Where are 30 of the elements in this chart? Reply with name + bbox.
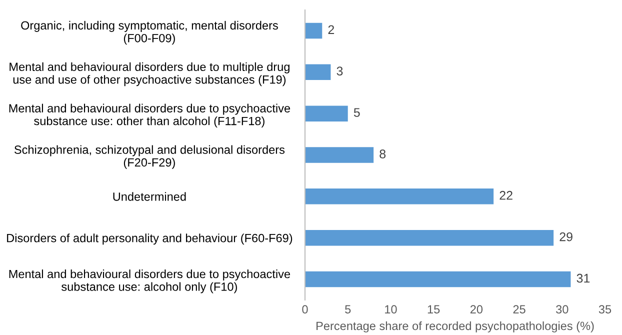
data-label: 3 [336,66,343,76]
y-tick-label: Undetermined [113,192,186,201]
data-label: 5 [354,108,360,117]
x-tick-label: 15 [428,305,440,314]
data-label: 29 [560,232,572,242]
data-label: 2 [328,25,334,34]
x-tick-label: 10 [385,305,397,314]
data-label: 31 [576,274,590,283]
x-tick-label: 0 [302,305,308,314]
x-tick-label: 35 [598,305,612,314]
y-tick-label: Mental and behavioural disorders due to multiple drug use and use of other psychoactive substances (F19) [10,62,290,86]
y-tick-label: Organic, including symptomatic, mental disorders (F00-F09) [21,20,278,45]
y-tick-label: Schizophrenia, schizotypal and delusional disorders (F20-F29) [14,145,285,169]
x-tick-label: 20 [470,305,483,314]
bar [305,64,331,80]
x-tick-label: 5 [345,305,351,314]
y-tick-label: Disorders of adult personality and behaviour (F60-F69) [7,234,292,245]
data-label: 22 [500,190,512,200]
data-label: 8 [380,150,386,158]
x-tick-label: 25 [513,305,526,314]
bar [305,147,374,163]
x-tick-label: 30 [556,305,568,314]
bar [305,188,494,204]
bar [305,271,571,288]
x-axis-title: Percentage share of recorded psychopathologies (%) [316,321,594,332]
y-tick-label: Mental and behavioural disorders due to psychoactive substance use: alcohol only (F10) [9,270,290,294]
bar [305,22,322,39]
y-tick-label: Mental and behavioural disorders due to psychoactive substance use: other than alcohol (F11-F18) [9,104,290,128]
bar [305,106,348,122]
bar [305,230,554,246]
